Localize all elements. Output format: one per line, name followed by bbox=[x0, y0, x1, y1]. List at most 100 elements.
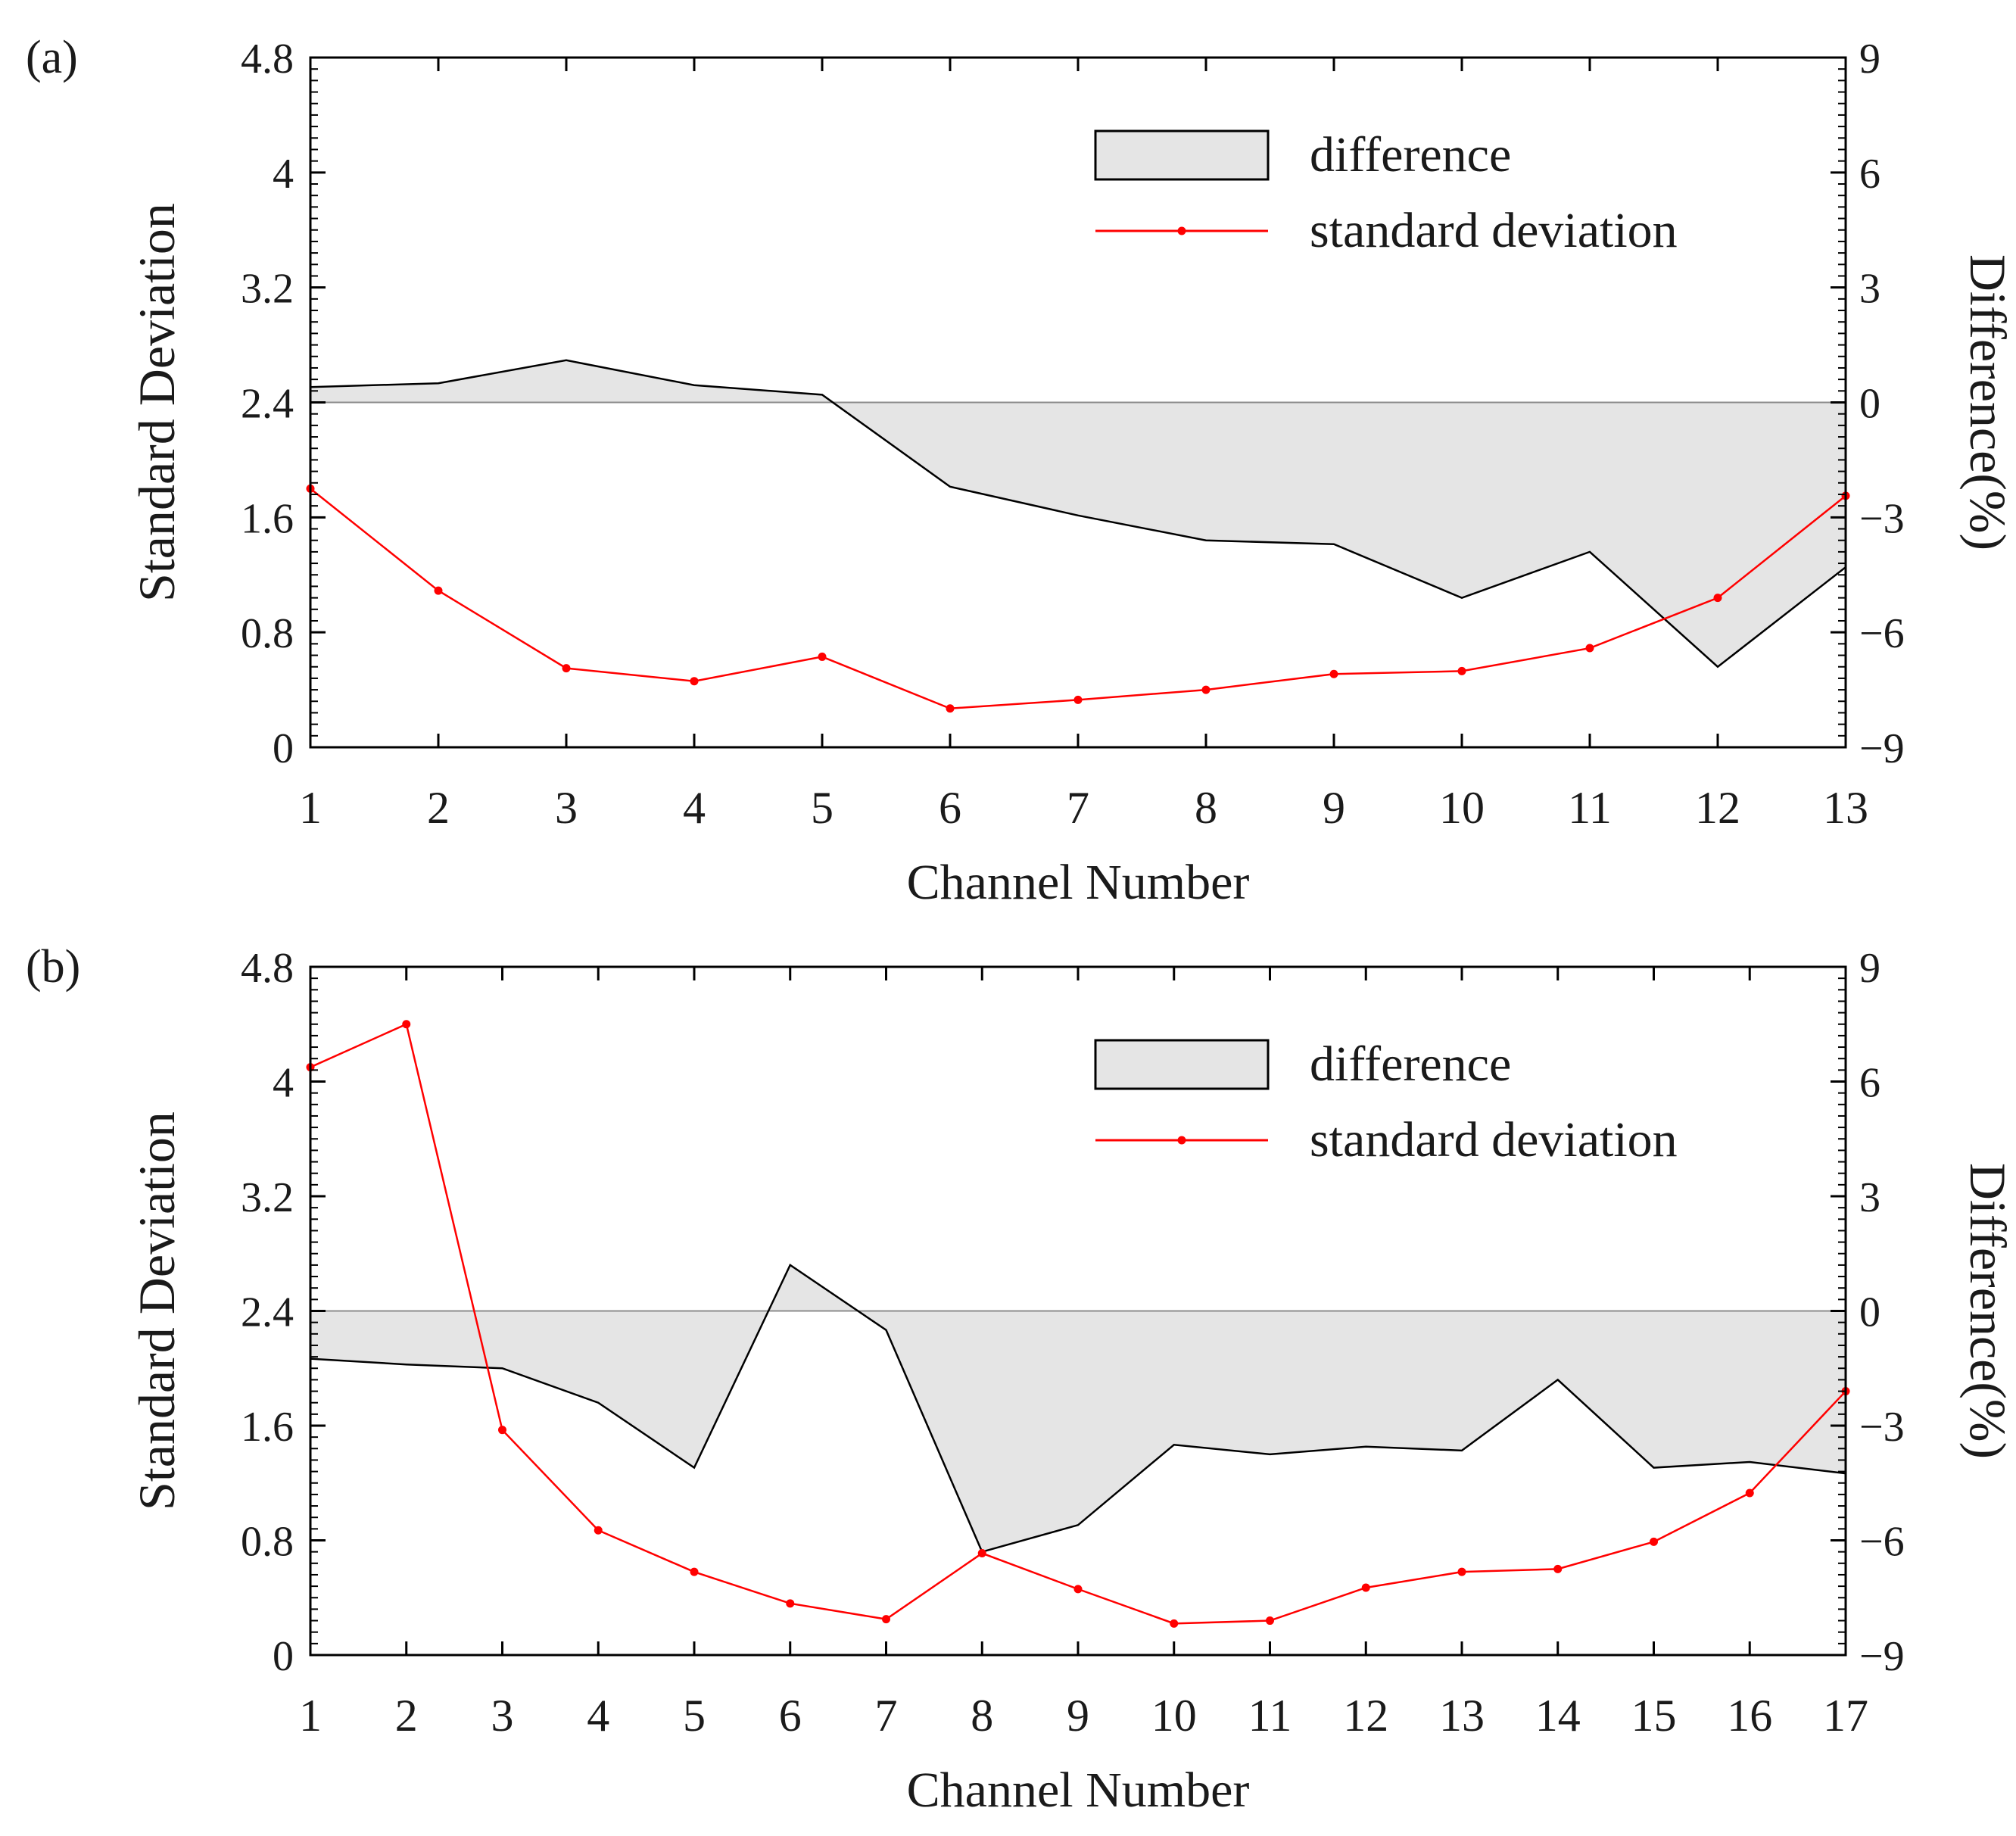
right-tick-label: 6 bbox=[1859, 1060, 1880, 1107]
x-axis-title: Channel Number bbox=[907, 855, 1250, 910]
std-point bbox=[1713, 594, 1722, 603]
std-point bbox=[562, 664, 571, 673]
x-tick-label: 7 bbox=[1067, 783, 1089, 833]
right-tick-label: 3 bbox=[1859, 1174, 1880, 1221]
x-tick-label: 17 bbox=[1823, 1691, 1868, 1741]
difference-line bbox=[310, 359, 1846, 669]
right-tick-label: 9 bbox=[1859, 36, 1880, 83]
left-tick-label: 0 bbox=[273, 725, 294, 772]
x-tick-label: 4 bbox=[587, 1691, 609, 1741]
x-tick-label: 8 bbox=[1195, 783, 1217, 833]
x-tick-label: 11 bbox=[1568, 783, 1612, 833]
right-tick-label: 3 bbox=[1859, 266, 1880, 313]
std-point bbox=[1457, 1567, 1466, 1576]
difference-area bbox=[310, 1264, 1846, 1552]
right-tick-label: −9 bbox=[1859, 725, 1905, 772]
right-tick-label: −6 bbox=[1859, 1519, 1905, 1566]
right-axis-title: Difference(%) bbox=[1959, 1163, 2016, 1459]
legend-difference-swatch bbox=[1094, 1039, 1270, 1090]
x-tick-label: 6 bbox=[779, 1691, 802, 1741]
x-tick-label: 12 bbox=[1343, 1691, 1388, 1741]
std-point bbox=[1585, 644, 1594, 653]
std-point bbox=[434, 586, 443, 595]
legend-std-label: standard deviation bbox=[1310, 1112, 1678, 1167]
x-tick-label: 5 bbox=[683, 1691, 706, 1741]
std-point bbox=[1329, 669, 1338, 678]
x-tick-label: 13 bbox=[1823, 783, 1868, 833]
std-point bbox=[977, 1549, 986, 1558]
x-tick-label: 14 bbox=[1535, 1691, 1581, 1741]
left-tick-label: 0.8 bbox=[241, 1519, 294, 1566]
std-point bbox=[1553, 1564, 1563, 1573]
left-tick-label: 4 bbox=[273, 151, 294, 198]
left-tick-label: 1.6 bbox=[241, 1404, 294, 1451]
x-tick-label: 5 bbox=[811, 783, 834, 833]
x-tick-label: 1 bbox=[299, 783, 322, 833]
std-point bbox=[1745, 1488, 1754, 1498]
right-tick-label: 0 bbox=[1859, 1289, 1880, 1336]
std-point bbox=[882, 1615, 890, 1624]
legend-difference-swatch bbox=[1094, 129, 1270, 181]
std-point bbox=[786, 1599, 795, 1608]
std-point bbox=[1650, 1537, 1658, 1546]
x-tick-label: 12 bbox=[1695, 783, 1740, 833]
left-tick-label: 1.6 bbox=[241, 495, 294, 542]
x-tick-label: 7 bbox=[875, 1691, 898, 1741]
right-tick-label: 6 bbox=[1859, 151, 1880, 198]
x-tick-label: 6 bbox=[939, 783, 961, 833]
std-point bbox=[1170, 1619, 1179, 1628]
std-point bbox=[1073, 695, 1083, 704]
std-point bbox=[402, 1020, 411, 1029]
left-tick-label: 4.8 bbox=[241, 36, 294, 83]
right-tick-label: −3 bbox=[1859, 495, 1905, 542]
x-tick-label: 2 bbox=[395, 1691, 418, 1741]
left-tick-label: 0 bbox=[273, 1633, 294, 1680]
x-tick-label: 10 bbox=[1151, 1691, 1197, 1741]
x-tick-label: 10 bbox=[1439, 783, 1485, 833]
left-tick-label: 3.2 bbox=[241, 266, 294, 313]
x-tick-label: 3 bbox=[555, 783, 578, 833]
legend-std-marker bbox=[1177, 226, 1186, 235]
std-point bbox=[690, 677, 699, 686]
x-tick-label: 13 bbox=[1439, 1691, 1485, 1741]
difference-area bbox=[310, 360, 1846, 667]
x-axis-title: Channel Number bbox=[907, 1763, 1250, 1818]
x-tick-label: 3 bbox=[491, 1691, 514, 1741]
std-point bbox=[1073, 1585, 1083, 1594]
legend-difference-label: difference bbox=[1310, 127, 1511, 182]
x-tick-label: 9 bbox=[1067, 1691, 1089, 1741]
right-axis-title: Difference(%) bbox=[1959, 254, 2016, 550]
legend-std-label: standard deviation bbox=[1310, 203, 1678, 258]
legend: difference standard deviation bbox=[1094, 1036, 1678, 1167]
std-point bbox=[1457, 666, 1466, 675]
right-tick-label: 9 bbox=[1859, 945, 1880, 992]
legend: difference standard deviation bbox=[1094, 127, 1678, 258]
right-tick-label: −3 bbox=[1859, 1404, 1905, 1451]
legend-std-marker bbox=[1177, 1136, 1186, 1145]
x-tick-label: 4 bbox=[683, 783, 706, 833]
left-axis-title: Standard Deviation bbox=[128, 1111, 185, 1510]
left-tick-label: 2.4 bbox=[241, 381, 294, 428]
right-tick-label: −9 bbox=[1859, 1633, 1905, 1680]
left-tick-label: 3.2 bbox=[241, 1174, 294, 1221]
x-tick-label: 1 bbox=[299, 1691, 322, 1741]
left-tick-label: 0.8 bbox=[241, 610, 294, 657]
x-tick-label: 8 bbox=[971, 1691, 993, 1741]
std-point bbox=[690, 1567, 699, 1576]
left-tick-label: 4 bbox=[273, 1060, 294, 1107]
std-point bbox=[1201, 685, 1211, 694]
std-point bbox=[1266, 1616, 1274, 1626]
std-point bbox=[818, 652, 827, 661]
x-tick-label: 16 bbox=[1727, 1691, 1772, 1741]
std-point bbox=[498, 1426, 506, 1435]
x-tick-label: 15 bbox=[1631, 1691, 1677, 1741]
std-point bbox=[1361, 1583, 1370, 1592]
x-tick-label: 2 bbox=[427, 783, 450, 833]
x-tick-label: 11 bbox=[1248, 1691, 1292, 1741]
difference-line bbox=[310, 1264, 1846, 1554]
right-tick-label: 0 bbox=[1859, 381, 1880, 428]
panel-label: (b) bbox=[26, 941, 80, 993]
